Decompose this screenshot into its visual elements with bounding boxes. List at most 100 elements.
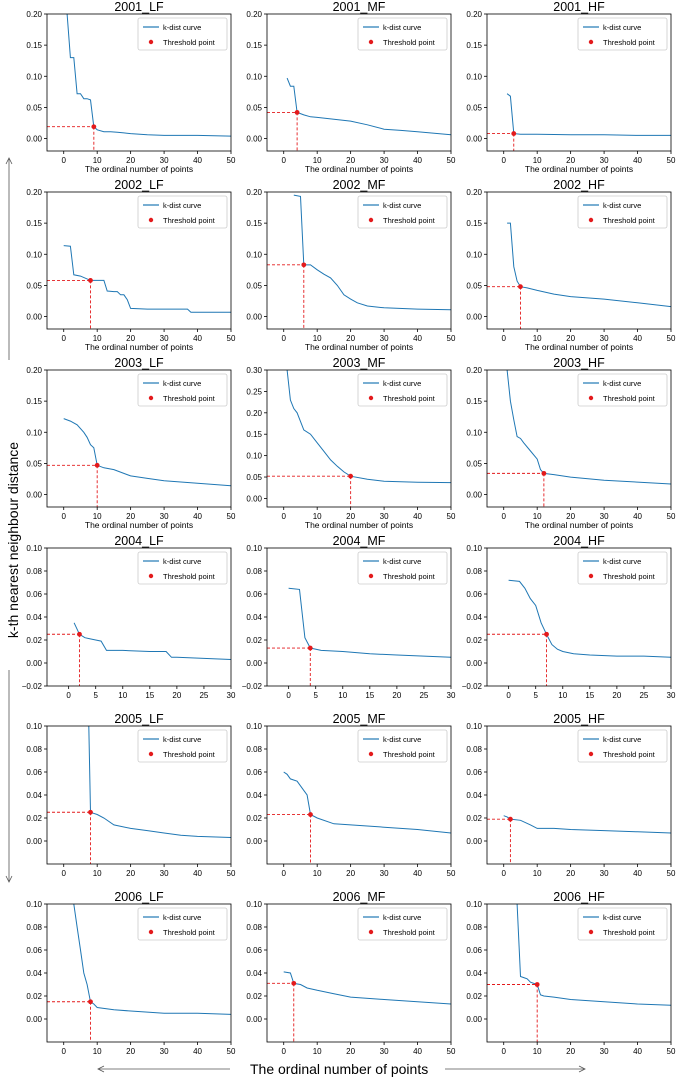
threshold-point-marker <box>88 278 93 283</box>
x-tick-label: 10 <box>533 869 542 878</box>
k-dist-curve-line <box>286 370 451 484</box>
y-tick-label: 0.20 <box>246 10 262 19</box>
x-tick-label: 5 <box>313 691 318 700</box>
x-tick-label: 20 <box>126 334 135 343</box>
legend-label-threshold: Threshold point <box>383 38 436 47</box>
y-tick-label: 0.15 <box>246 41 262 50</box>
y-tick-label: 0.15 <box>246 219 262 228</box>
x-tick-label: 30 <box>380 869 389 878</box>
x-tick-label: 40 <box>193 512 202 521</box>
y-tick-label: 0.08 <box>246 923 262 932</box>
y-tick-label: 0.25 <box>246 387 262 396</box>
k-dist-curve-line <box>63 245 231 313</box>
y-tick-label: 0.00 <box>26 837 42 846</box>
x-tick-label: 30 <box>227 691 236 700</box>
y-tick-label: 0.08 <box>246 745 262 754</box>
legend-label-kdist: k-dist curve <box>383 557 421 566</box>
x-tick-label: 30 <box>160 512 169 521</box>
x-tick-label: 10 <box>533 1047 542 1056</box>
threshold-point-marker <box>291 980 297 986</box>
y-tick-label: 0.00 <box>246 659 262 668</box>
threshold-point-marker <box>294 109 300 115</box>
subplot-2004-hf: 2004_HF −0.02 0.00 0.02 0.04 0.06 0.08 0.10 0 5 10… <box>462 534 676 700</box>
axes-frame <box>266 903 452 1043</box>
legend-label-threshold: Threshold point <box>383 750 436 759</box>
x-tick-label: 40 <box>413 156 422 165</box>
legend-label-kdist: k-dist curve <box>163 201 201 210</box>
x-tick-label: 40 <box>633 512 642 521</box>
y-tick-label: 0.15 <box>26 397 42 406</box>
threshold-point-marker <box>301 262 307 268</box>
y-tick-label: −0.02 <box>242 682 263 691</box>
x-tick-label: 0 <box>282 869 287 878</box>
subplot-title: 2001_MF <box>333 0 386 14</box>
y-tick-label: 0.00 <box>246 837 262 846</box>
y-tick-label: 0.20 <box>466 188 482 197</box>
y-tick-label: 0.10 <box>466 900 482 909</box>
subplot-2002-hf: 2002_HF 0.00 0.05 0.10 0.15 0.20 0 10 20 30 40 50 Th… <box>466 178 676 352</box>
y-tick-label: 0.02 <box>466 636 482 645</box>
x-tick-label: 0 <box>502 512 507 521</box>
y-tick-label: 0.06 <box>26 590 42 599</box>
subplot-title: 2004_LF <box>114 534 164 548</box>
x-tick-label: 10 <box>533 512 542 521</box>
y-tick-label: −0.02 <box>462 682 483 691</box>
subplot-title: 2002_MF <box>333 178 386 192</box>
legend-label-kdist: k-dist curve <box>603 735 641 744</box>
y-tick-label: 0.10 <box>466 428 482 437</box>
x-tick-label: 25 <box>199 691 208 700</box>
x-tick-label: 10 <box>313 334 322 343</box>
legend-label-threshold: Threshold point <box>603 928 656 937</box>
legend-point-swatch <box>368 217 374 223</box>
legend-point-swatch <box>588 929 594 935</box>
axes-frame <box>266 191 452 330</box>
x-tick-label: 50 <box>667 1047 676 1056</box>
k-dist-curve-line <box>286 77 451 136</box>
axes-frame <box>46 369 232 508</box>
y-tick-label: 0.06 <box>246 946 262 955</box>
y-tick-label: 0.06 <box>466 768 482 777</box>
x-tick-label: 0 <box>282 334 287 343</box>
x-tick-label: 20 <box>126 512 135 521</box>
y-tick-label: 0.02 <box>246 814 262 823</box>
legend-point-swatch <box>588 573 594 579</box>
subplot-2004-mf: 2004_MF −0.02 0.00 0.02 0.04 0.06 0.08 0.10 0 5 10… <box>242 534 456 700</box>
x-tick-label: 30 <box>667 691 676 700</box>
y-tick-label: 0.00 <box>26 135 42 144</box>
x-tick-label: 50 <box>447 1047 456 1056</box>
y-tick-label: 0.08 <box>26 923 42 932</box>
legend-box <box>137 907 228 941</box>
subplot-2006-hf: 2006_HF 0.00 0.02 0.04 0.06 0.08 0.10 0 10 20 30 40… <box>466 890 676 1056</box>
x-tick-label: 0 <box>282 156 287 165</box>
k-dist-curve-line <box>503 815 671 834</box>
x-tick-label: 20 <box>612 691 621 700</box>
x-axis-label: The ordinal number of points <box>525 164 633 174</box>
y-tick-label: 0.15 <box>466 397 482 406</box>
y-tick-label: 0.04 <box>26 969 42 978</box>
subplot-2003-lf: 2003_LF 0.00 0.05 0.10 0.15 0.20 0 10 20 30 40 50 Th… <box>26 356 236 530</box>
y-tick-label: 0.10 <box>26 544 42 553</box>
x-axis-label: The ordinal number of points <box>525 342 633 352</box>
y-tick-label: 0.05 <box>26 459 42 468</box>
x-axis-label: The ordinal number of points <box>305 164 413 174</box>
legend-label-threshold: Threshold point <box>383 928 436 937</box>
subplot-2004-lf: 2004_LF −0.02 0.00 0.02 0.04 0.06 0.08 0.10 0 5 10… <box>22 534 236 700</box>
threshold-point-marker <box>348 473 354 479</box>
subplot-2002-lf: 2002_LF 0.00 0.05 0.10 0.15 0.20 0 10 20 30 40 50 Th… <box>26 178 236 352</box>
threshold-point-marker <box>91 124 97 130</box>
x-tick-label: 10 <box>93 1047 102 1056</box>
subplot-title: 2006_MF <box>333 890 386 904</box>
subplot-2006-lf: 2006_LF 0.00 0.02 0.04 0.06 0.08 0.10 0 10 20 30 40… <box>26 890 236 1056</box>
x-tick-label: 10 <box>93 334 102 343</box>
x-tick-label: 30 <box>380 512 389 521</box>
legend-point-swatch <box>148 395 154 401</box>
x-tick-label: 0 <box>286 691 291 700</box>
legend-box <box>577 729 668 763</box>
legend-point-swatch <box>588 395 594 401</box>
legend-label-kdist: k-dist curve <box>163 379 201 388</box>
x-tick-label: 10 <box>93 156 102 165</box>
axes-frame <box>46 13 232 152</box>
legend-label-kdist: k-dist curve <box>603 201 641 210</box>
y-tick-label: 0.15 <box>466 219 482 228</box>
